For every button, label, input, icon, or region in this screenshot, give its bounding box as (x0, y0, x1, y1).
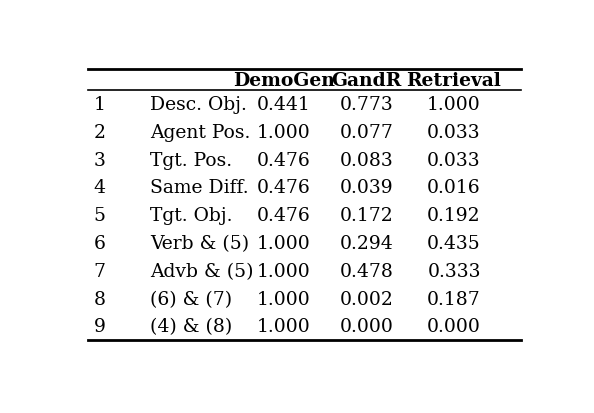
Text: 8: 8 (94, 290, 106, 308)
Text: 0.476: 0.476 (257, 179, 311, 197)
Text: 6: 6 (94, 235, 106, 252)
Text: 0.187: 0.187 (427, 290, 481, 308)
Text: 0.033: 0.033 (427, 123, 481, 142)
Text: 1: 1 (94, 96, 106, 114)
Text: 1.000: 1.000 (257, 290, 311, 308)
Text: 1.000: 1.000 (257, 262, 311, 280)
Text: Desc. Obj.: Desc. Obj. (150, 96, 247, 114)
Text: 7: 7 (94, 262, 106, 280)
Text: Same Diff.: Same Diff. (150, 179, 249, 197)
Text: 0.294: 0.294 (340, 235, 393, 252)
Text: 0.478: 0.478 (340, 262, 393, 280)
Text: Verb & (5): Verb & (5) (150, 235, 249, 252)
Text: Advb & (5): Advb & (5) (150, 262, 254, 280)
Text: 0.039: 0.039 (340, 179, 393, 197)
Text: 5: 5 (94, 207, 106, 225)
Text: 0.002: 0.002 (340, 290, 393, 308)
Text: 1.000: 1.000 (257, 318, 311, 336)
Text: 0.000: 0.000 (427, 318, 481, 336)
Text: GandR: GandR (331, 71, 402, 90)
Text: 1.000: 1.000 (257, 123, 311, 142)
Text: Tgt. Obj.: Tgt. Obj. (150, 207, 233, 225)
Text: 1.000: 1.000 (427, 96, 481, 114)
Text: 0.172: 0.172 (340, 207, 393, 225)
Text: 9: 9 (94, 318, 106, 336)
Text: 4: 4 (94, 179, 106, 197)
Text: 0.773: 0.773 (340, 96, 393, 114)
Text: Tgt. Pos.: Tgt. Pos. (150, 151, 232, 169)
Text: 0.033: 0.033 (427, 151, 481, 169)
Text: 0.083: 0.083 (340, 151, 393, 169)
Text: 0.016: 0.016 (427, 179, 481, 197)
Text: 2: 2 (94, 123, 106, 142)
Text: Retrieval: Retrieval (407, 71, 501, 90)
Text: 0.192: 0.192 (427, 207, 481, 225)
Text: 0.435: 0.435 (427, 235, 481, 252)
Text: DemoGen: DemoGen (233, 71, 334, 90)
Text: (4) & (8): (4) & (8) (150, 318, 232, 336)
Text: 0.077: 0.077 (340, 123, 393, 142)
Text: 0.000: 0.000 (340, 318, 393, 336)
Text: 0.476: 0.476 (257, 151, 311, 169)
Text: 0.476: 0.476 (257, 207, 311, 225)
Text: 0.333: 0.333 (427, 262, 481, 280)
Text: (6) & (7): (6) & (7) (150, 290, 232, 308)
Text: 0.441: 0.441 (257, 96, 311, 114)
Text: Agent Pos.: Agent Pos. (150, 123, 251, 142)
Text: 3: 3 (94, 151, 106, 169)
Text: 1.000: 1.000 (257, 235, 311, 252)
